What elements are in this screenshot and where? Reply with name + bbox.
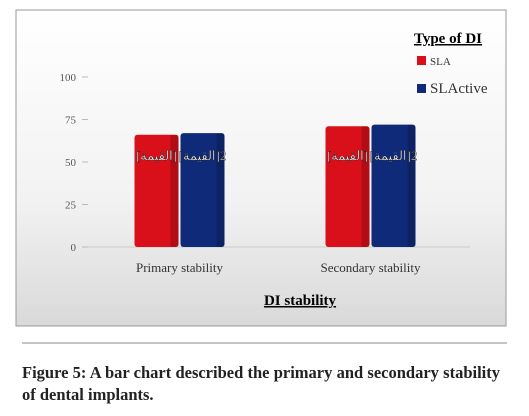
legend-swatch bbox=[417, 84, 426, 93]
y-tick-label: 0 bbox=[71, 242, 77, 254]
legend-label: SLA bbox=[430, 56, 451, 68]
y-tick-label: 50 bbox=[65, 157, 77, 169]
x-axis-title: DI stability bbox=[264, 293, 337, 309]
data-label: [القيمة] bbox=[327, 148, 368, 163]
bar-shade bbox=[216, 133, 225, 247]
y-tick-label: 75 bbox=[65, 115, 77, 127]
y-tick-label: 25 bbox=[65, 200, 77, 212]
y-tick-label: 100 bbox=[60, 72, 77, 84]
caption: Figure 5: A bar chart described the prim… bbox=[22, 363, 500, 404]
bar bbox=[134, 134, 179, 247]
chart: Type of DI DI stability 0 25 50 75 100 Primar… bbox=[15, 9, 507, 344]
bar-shade bbox=[170, 134, 179, 247]
legend-swatch bbox=[417, 56, 426, 65]
data-label: [القيمة]2 bbox=[179, 148, 227, 163]
bar bbox=[180, 133, 225, 247]
x-tick-label: Primary stability bbox=[136, 260, 224, 275]
legend-title: Type of DI bbox=[414, 31, 482, 47]
legend-label: SLActive bbox=[430, 81, 488, 97]
bar-shade bbox=[407, 124, 416, 247]
bar bbox=[325, 126, 370, 247]
bar-shade bbox=[361, 126, 370, 247]
data-label: [القيمة] bbox=[136, 148, 177, 163]
x-tick-label: Secondary stability bbox=[320, 260, 421, 275]
data-label: [القيمة]2 bbox=[370, 148, 418, 163]
bar bbox=[371, 124, 416, 247]
